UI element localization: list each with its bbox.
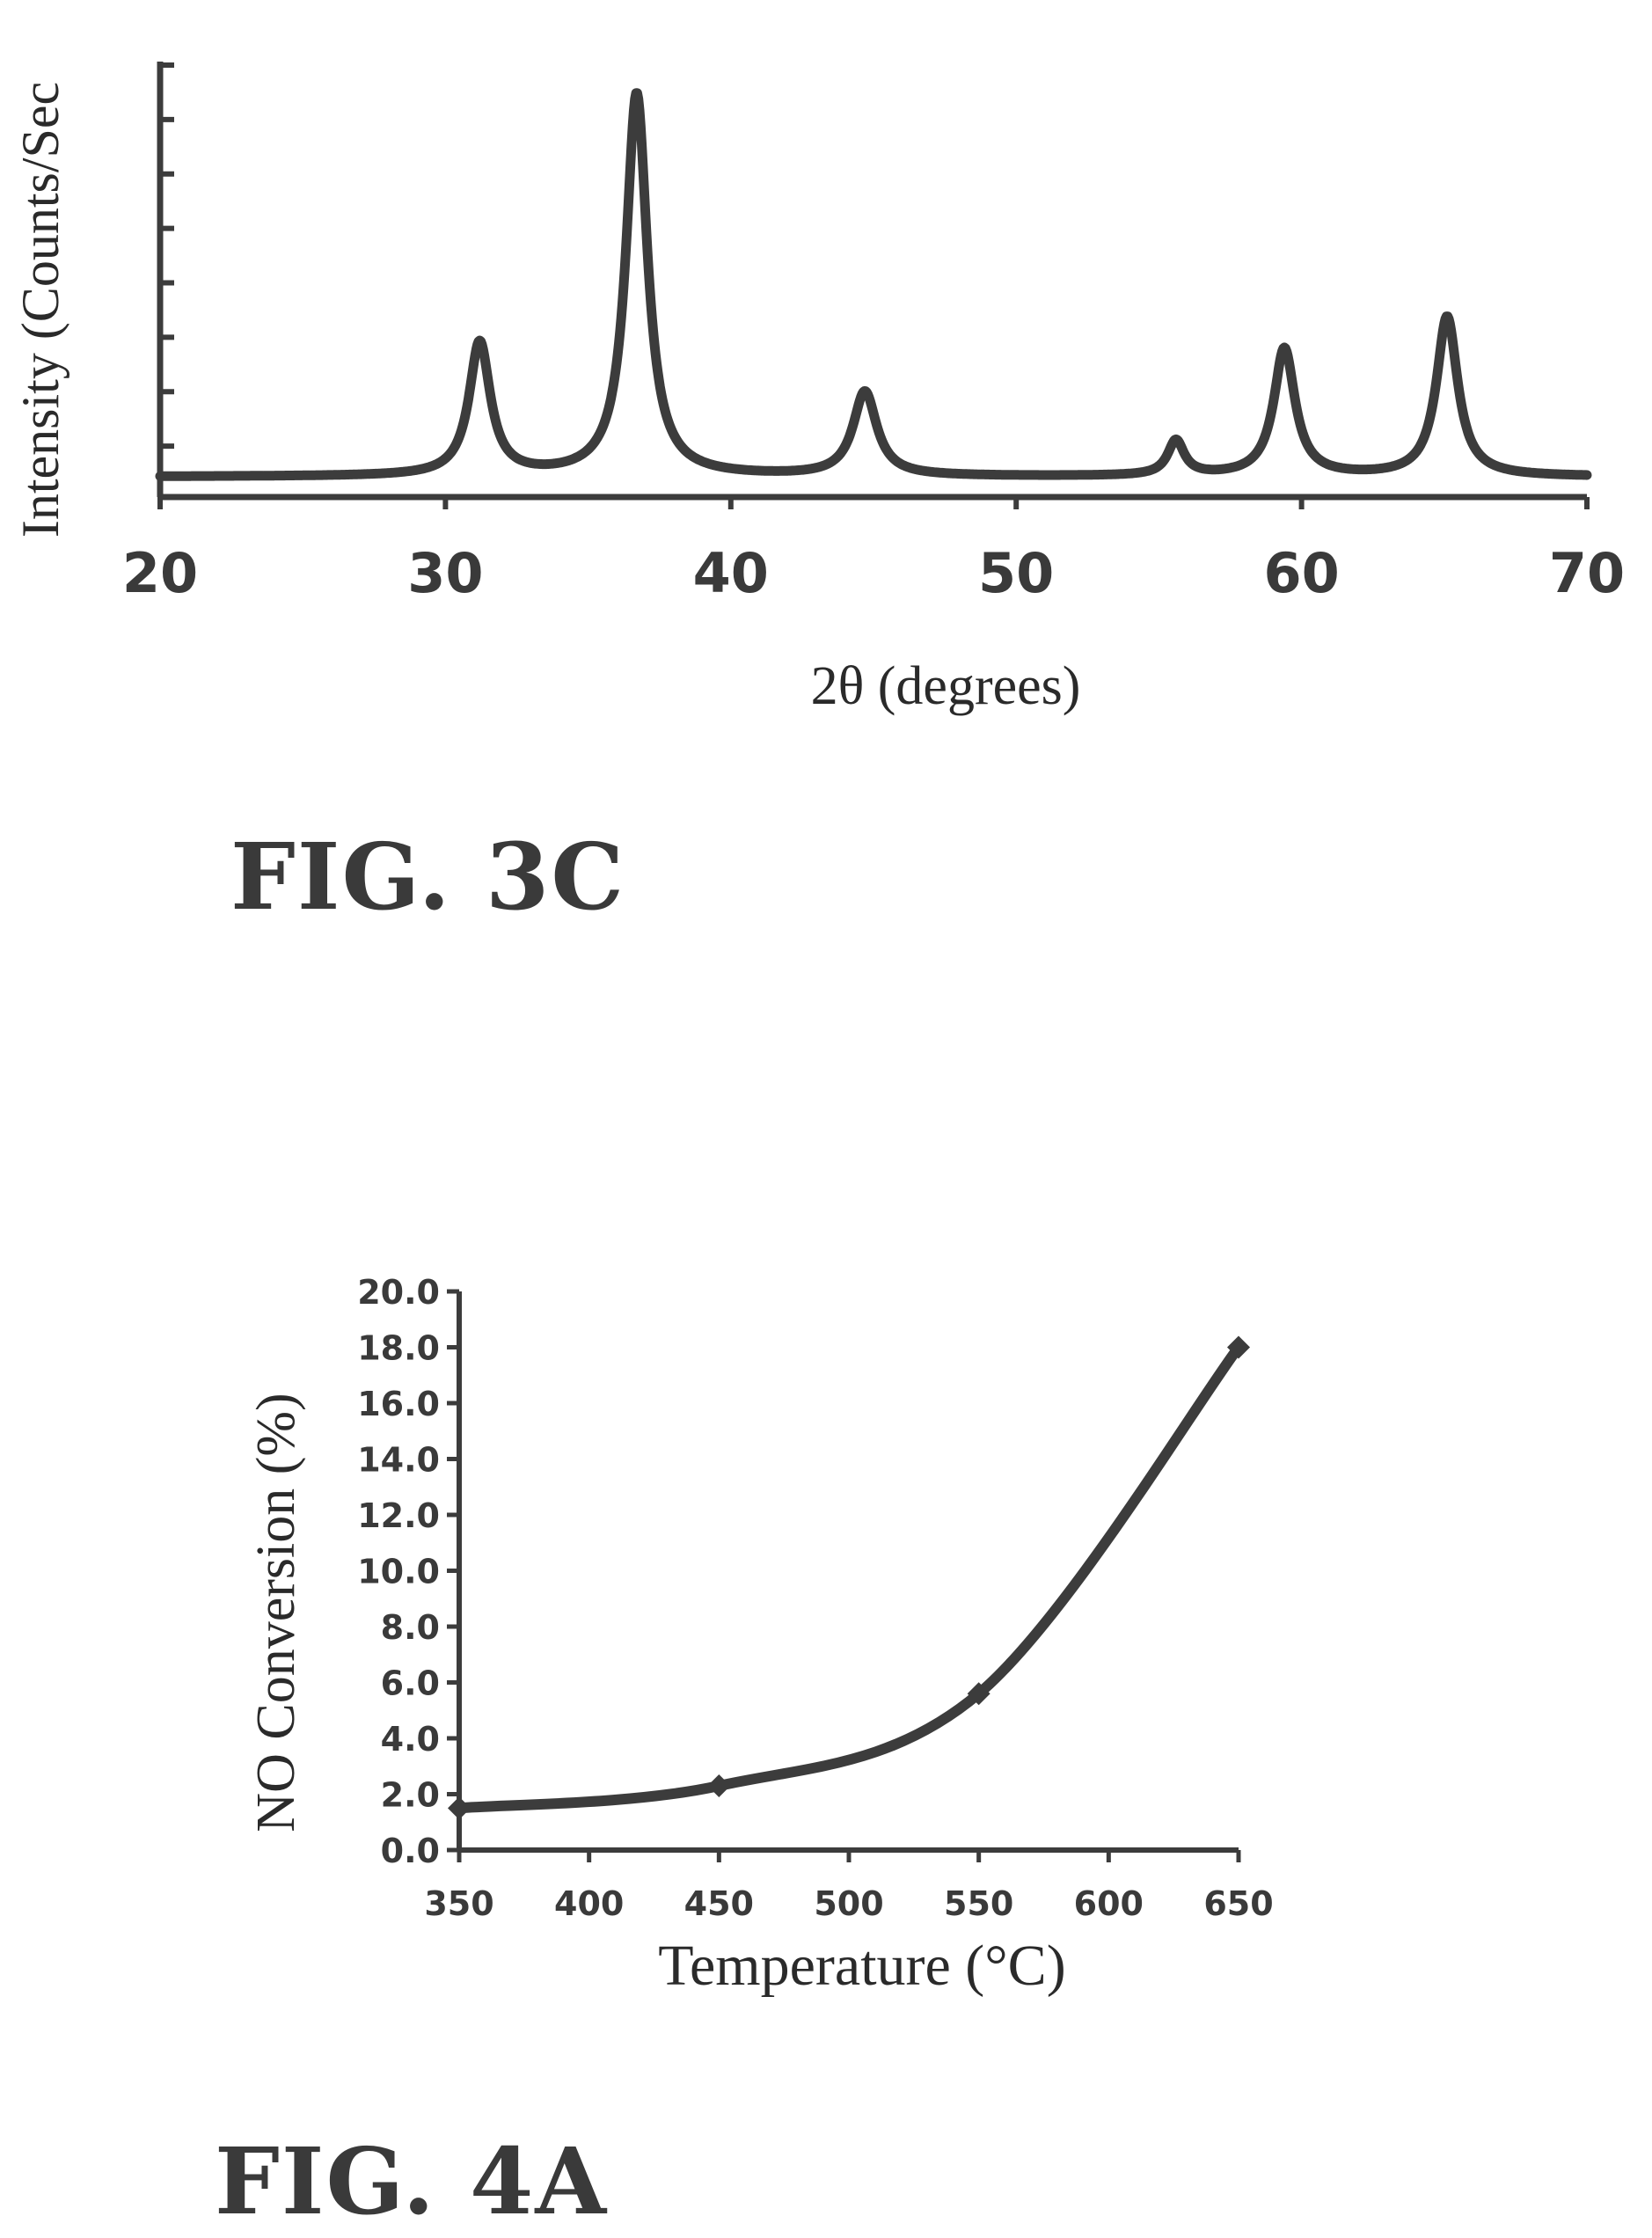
xrd-axes xyxy=(160,62,1587,509)
xrd-x-tick-label: 40 xyxy=(693,541,769,605)
conversion-series xyxy=(448,1336,1250,1820)
figure-4a-caption: FIG. 4A xyxy=(215,2127,608,2235)
conversion-y-tick-label: 8.0 xyxy=(381,1608,440,1647)
conversion-x-tick-label: 450 xyxy=(684,1884,754,1923)
conversion-y-tick-label: 16.0 xyxy=(357,1385,440,1423)
conversion-tick-labels: 0.0 2.0 4.0 6.0 8.0 10.0 12.0 14.0 16.0 18.0 20.0 3… xyxy=(357,1273,1273,1923)
xrd-pattern-line xyxy=(160,93,1587,477)
conversion-y-tick-label: 18.0 xyxy=(357,1329,440,1368)
xrd-y-axis-title: Intensity (Counts/Sec xyxy=(11,82,69,538)
conversion-data-point xyxy=(707,1774,730,1797)
conversion-x-tick-label: 350 xyxy=(424,1884,493,1923)
conversion-y-tick-label: 6.0 xyxy=(381,1664,440,1703)
no-conversion-chart: 0.0 2.0 4.0 6.0 8.0 10.0 12.0 14.0 16.0 18.0 20.0 3… xyxy=(0,1232,1652,2238)
xrd-x-axis-title: 2θ (degrees) xyxy=(811,656,1081,716)
conversion-line xyxy=(459,1348,1239,1809)
xrd-tick-labels: 20 30 40 50 60 70 xyxy=(122,541,1625,605)
conversion-x-tick-label: 550 xyxy=(944,1884,1013,1923)
conversion-y-tick-label: 12.0 xyxy=(357,1496,440,1535)
conversion-y-tick-label: 0.0 xyxy=(381,1832,440,1870)
conversion-y-tick-label: 2.0 xyxy=(381,1776,440,1815)
figure-4a: 0.0 2.0 4.0 6.0 8.0 10.0 12.0 14.0 16.0 18.0 20.0 3… xyxy=(0,1232,1652,2238)
conversion-x-tick-label: 500 xyxy=(814,1884,883,1923)
conversion-x-tick-label: 650 xyxy=(1203,1884,1273,1923)
xrd-series xyxy=(160,93,1587,477)
conversion-x-axis-title: Temperature (°C) xyxy=(658,1934,1065,1998)
xrd-x-tick-label: 60 xyxy=(1263,541,1339,605)
conversion-x-tick-label: 400 xyxy=(554,1884,624,1923)
conversion-data-point xyxy=(448,1796,471,1819)
xrd-x-tick-label: 70 xyxy=(1549,541,1625,605)
figure-3c-caption: FIG. 3C xyxy=(230,823,625,931)
conversion-y-tick-label: 4.0 xyxy=(381,1720,440,1759)
conversion-y-tick-label: 20.0 xyxy=(357,1273,440,1312)
xrd-x-tick-label: 20 xyxy=(122,541,198,605)
xrd-x-tick-label: 30 xyxy=(407,541,483,605)
conversion-x-tick-label: 600 xyxy=(1074,1884,1144,1923)
conversion-y-tick-label: 10.0 xyxy=(357,1553,440,1591)
figure-3c: 20 30 40 50 60 70 2θ (degrees) Intensity (Cou… xyxy=(0,0,1652,1020)
xrd-x-tick-label: 50 xyxy=(978,541,1054,605)
conversion-axes xyxy=(447,1291,1239,1862)
conversion-y-tick-label: 14.0 xyxy=(357,1441,440,1480)
conversion-y-axis-title: NO Conversion (%) xyxy=(246,1393,306,1832)
